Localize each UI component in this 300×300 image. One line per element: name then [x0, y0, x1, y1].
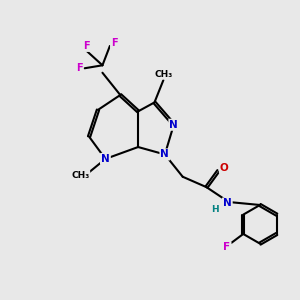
Text: N: N — [169, 120, 178, 130]
Text: F: F — [83, 41, 89, 51]
Text: N: N — [101, 154, 110, 164]
Text: F: F — [76, 63, 83, 73]
Text: CH₃: CH₃ — [154, 70, 172, 79]
Text: N: N — [160, 149, 169, 160]
Text: F: F — [111, 38, 118, 48]
Text: F: F — [223, 242, 230, 252]
Text: H: H — [212, 205, 219, 214]
Text: N: N — [223, 199, 232, 208]
Text: O: O — [220, 163, 229, 173]
Text: CH₃: CH₃ — [71, 171, 89, 180]
